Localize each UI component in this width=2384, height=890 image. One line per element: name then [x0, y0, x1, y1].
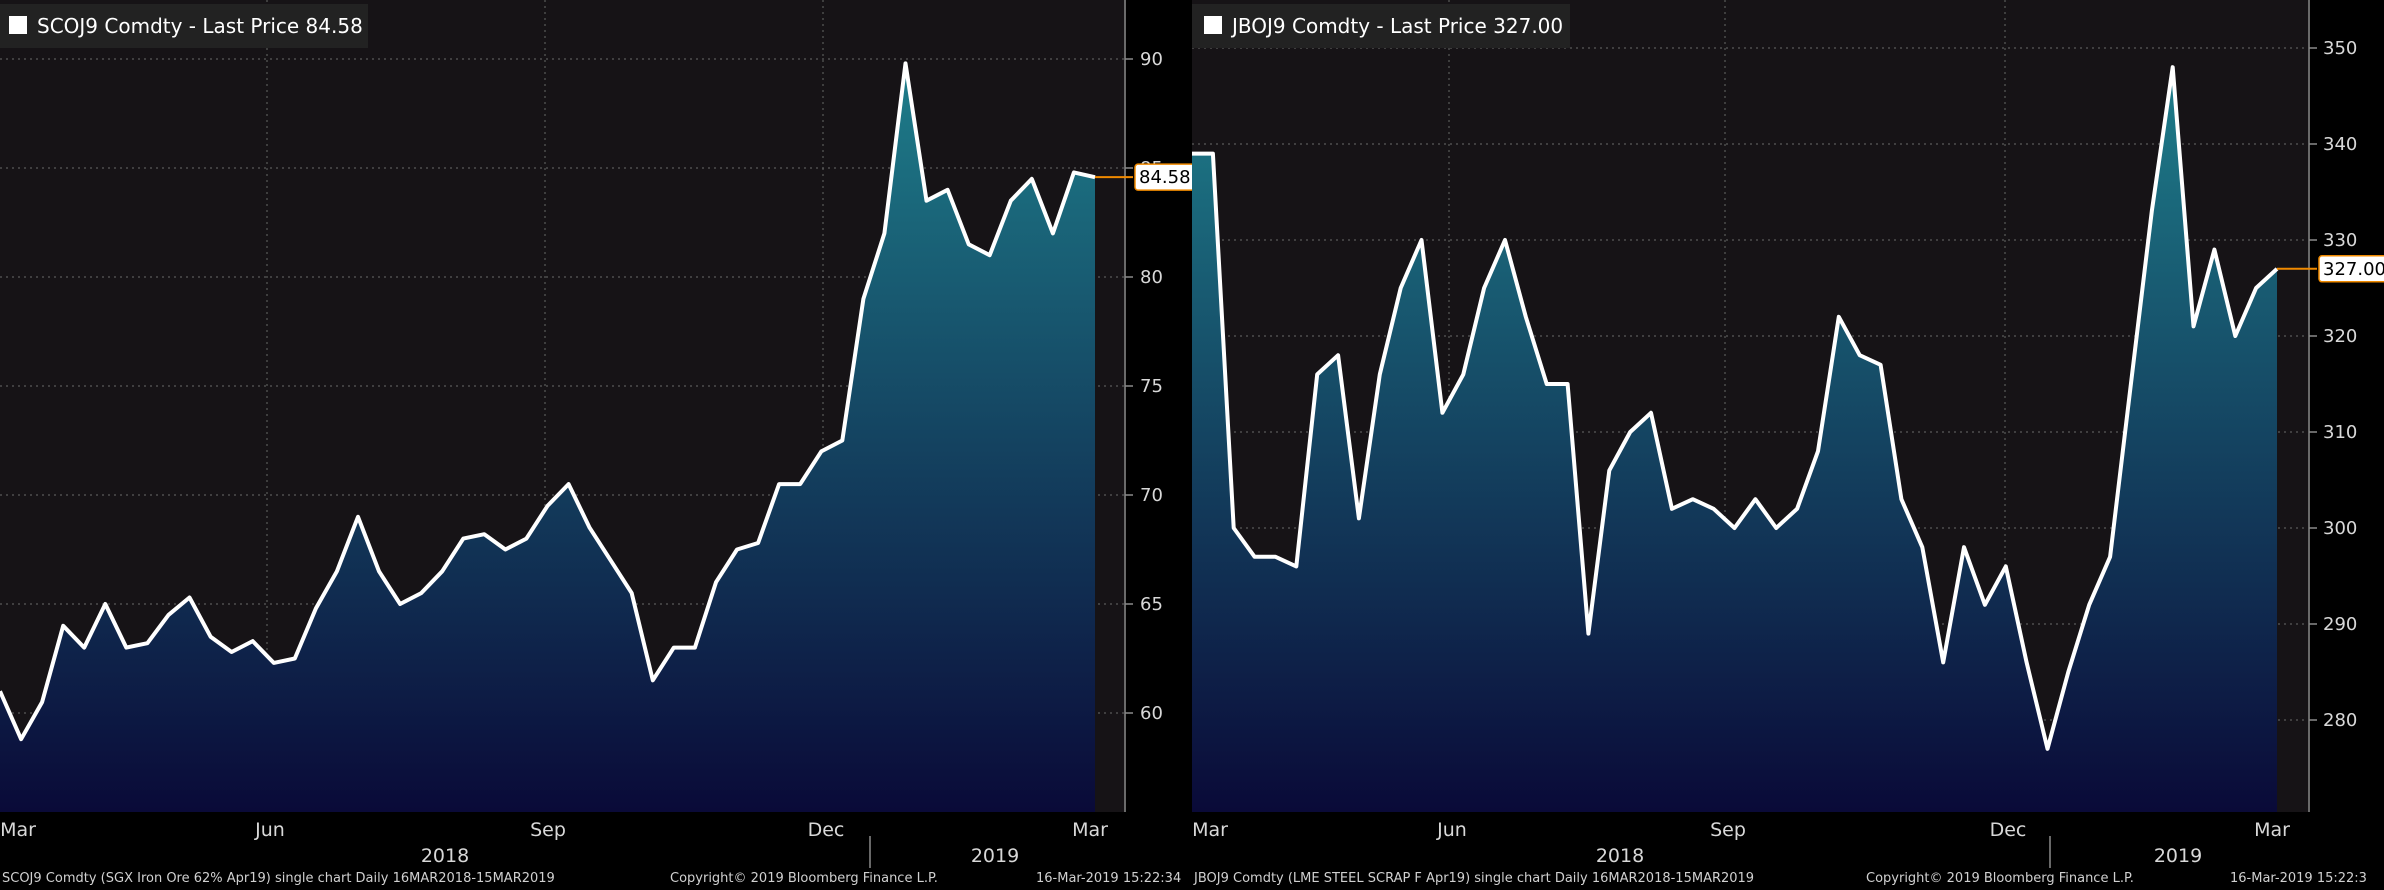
y-tick-label: 330: [2323, 230, 2357, 251]
y-axis: 280 290 300 310 320 330 340 350: [2309, 38, 2357, 731]
x-tick-label: Mar: [0, 819, 36, 841]
x-axis-years: 2018 2019: [421, 836, 1019, 868]
y-tick-label: 65: [1140, 594, 1163, 615]
x-axis-months: Mar Jun Sep Dec Mar: [0, 819, 1108, 841]
price-area: [0, 63, 1095, 812]
footer-timestamp: 16-Mar-2019 15:22:3: [2230, 871, 2367, 886]
y-tick-label: 310: [2323, 422, 2357, 443]
x-year-label: 2019: [971, 845, 1019, 867]
y-tick-label: 350: [2323, 38, 2357, 59]
x-tick-label: Sep: [530, 819, 566, 841]
x-tick-label: Dec: [808, 819, 845, 841]
x-year-label: 2018: [1596, 845, 1644, 867]
x-axis-years: 2018 2019: [1596, 836, 2202, 868]
legend-box: [1192, 4, 1570, 48]
footer-description: SCOJ9 Comdty (SGX Iron Ore 62% Apr19) si…: [2, 871, 555, 886]
footer-copyright: Copyright© 2019 Bloomberg Finance L.P.: [670, 871, 938, 886]
x-tick-label: Jun: [1436, 819, 1467, 841]
y-tick-label: 70: [1140, 485, 1163, 506]
legend: SCOJ9 Comdty - Last Price 84.58: [0, 4, 368, 48]
x-axis-months: Mar Jun Sep Dec Mar: [1192, 819, 2290, 841]
last-price-badge: [2318, 255, 2384, 283]
legend: JBOJ9 Comdty - Last Price 327.00: [1192, 4, 1570, 48]
y-tick-label: 280: [2323, 710, 2357, 731]
legend-box: [0, 4, 368, 48]
y-tick-label: 90: [1140, 49, 1163, 70]
y-axis: 60657075808590: [1125, 49, 1163, 724]
y-tick-label: 320: [2323, 326, 2357, 347]
x-year-label: 2018: [421, 845, 469, 867]
footer-copyright: Copyright© 2019 Bloomberg Finance L.P.: [1866, 871, 2134, 886]
y-tick-label: 300: [2323, 518, 2357, 539]
price-line: [0, 61, 1096, 742]
y-tick-label: 80: [1140, 267, 1163, 288]
footer-description: JBOJ9 Comdty (LME STEEL SCRAP F Apr19) s…: [1193, 871, 1754, 886]
last-price-label: 84.58: [1139, 167, 1191, 188]
price-line: [1192, 65, 2279, 751]
y-tick-label: 60: [1140, 703, 1163, 724]
y-tick-label: 340: [2323, 134, 2357, 155]
x-tick-label: Sep: [1710, 819, 1746, 841]
legend-label: SCOJ9 Comdty - Last Price 84.58: [37, 14, 363, 38]
footer-timestamp: 16-Mar-2019 15:22:34: [1036, 871, 1181, 886]
y-tick-label: 75: [1140, 376, 1163, 397]
last-price-label: 327.00: [2323, 259, 2384, 280]
x-tick-label: Jun: [254, 819, 285, 841]
x-tick-label: Dec: [1990, 819, 2027, 841]
x-tick-label: Mar: [1072, 819, 1108, 841]
y-tick-label: 290: [2323, 614, 2357, 635]
legend-swatch: [1204, 16, 1222, 34]
x-tick-label: Mar: [2254, 819, 2290, 841]
x-year-label: 2019: [2154, 845, 2202, 867]
legend-label: JBOJ9 Comdty - Last Price 327.00: [1230, 14, 1563, 38]
legend-swatch: [9, 16, 27, 34]
price-area: [1192, 67, 2277, 812]
x-tick-label: Mar: [1192, 819, 1228, 841]
